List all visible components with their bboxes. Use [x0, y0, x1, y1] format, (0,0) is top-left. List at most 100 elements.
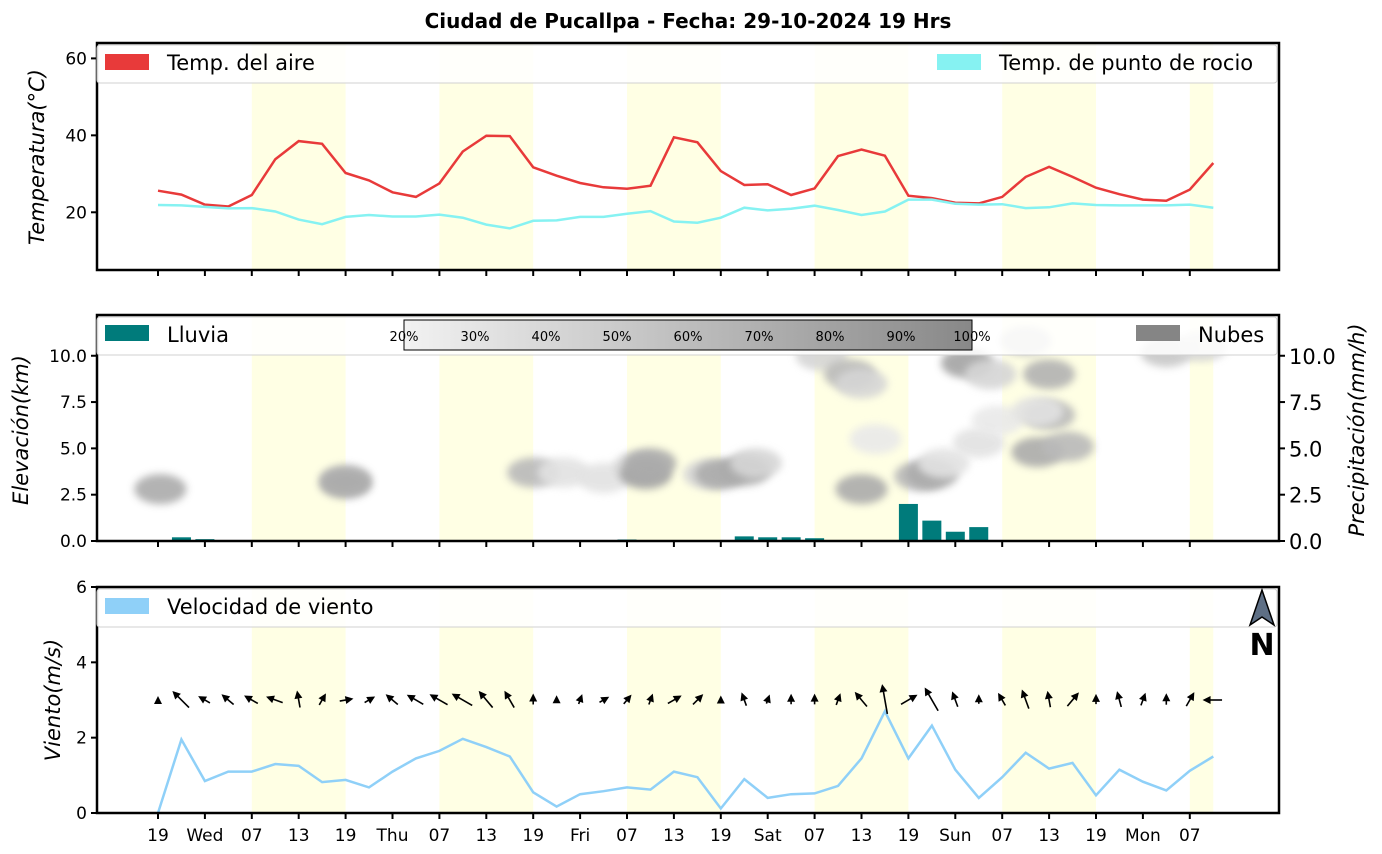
dew-point-legend-label: Temp. de punto de rocio [998, 51, 1253, 75]
rain-bar [898, 503, 918, 541]
x-tick-label: 13 [663, 826, 685, 846]
x-tick-label: 13 [851, 826, 873, 846]
y-tick-label: 2.5 [60, 486, 87, 506]
wind-arrow [998, 692, 1007, 706]
x-tick-label: 07 [241, 826, 263, 846]
colorbar-label: 50% [603, 330, 632, 345]
wind-arrow [429, 694, 448, 706]
x-tick-label: 13 [1038, 826, 1060, 846]
y-tick-label-right: 10.0 [1289, 345, 1336, 369]
wind-arrow [406, 694, 424, 705]
y-tick-label: 40 [65, 126, 87, 146]
precipitation-y-axis-label: Precipitación(mm/h) [1345, 323, 1369, 536]
x-tick-label: Wed [186, 826, 223, 846]
y-tick-label: 5.0 [60, 439, 87, 459]
x-tick-label: Sun [939, 826, 971, 846]
colorbar-label: 100% [953, 330, 990, 345]
y-tick-label: 10.0 [49, 347, 87, 367]
wind-legend: Velocidad de viento [96, 588, 1278, 628]
x-tick-label: 13 [475, 826, 497, 846]
wind-arrow [552, 695, 561, 704]
axes-frame [95, 41, 1281, 272]
wind-arrow [266, 695, 283, 704]
cloud-cell [624, 448, 677, 479]
wind-arrow [385, 694, 399, 706]
x-tick-label: 19 [147, 826, 169, 846]
axes-frame [95, 313, 1281, 543]
colorbar-label: 60% [674, 330, 703, 345]
wind-arrow [364, 696, 376, 704]
precipitation-axes: 0.0 0.0 2.5 2.5 5.0 5.0 7.5 7.5 10.0 10.0 [49, 313, 1336, 554]
wind-arrow [951, 691, 959, 708]
wind-arrow [833, 693, 842, 706]
wind-arrow [1092, 693, 1100, 705]
y-tick-label-right: 5.0 [1289, 437, 1322, 461]
y-tick-label: 4 [76, 653, 87, 673]
wind-arrow [667, 695, 682, 705]
daytime-band [1189, 315, 1214, 541]
x-tick-label: 19 [335, 826, 357, 846]
x-tick-label: 07 [991, 826, 1013, 846]
cloud-cell [134, 474, 187, 505]
y-tick-label-right: 2.5 [1289, 484, 1322, 508]
axes-frame [95, 585, 1281, 815]
colorbar-label: 90% [887, 330, 916, 345]
wind-arrow [692, 694, 704, 706]
x-tick-label: 19 [710, 826, 732, 846]
cloud-cell [537, 457, 590, 488]
rain-bar [969, 527, 989, 541]
cloud-cell [1023, 359, 1076, 390]
wind-arrow [575, 694, 584, 705]
air-temp-legend-swatch [105, 54, 149, 70]
cloud-cell [971, 405, 1024, 436]
wind-arrow [1202, 696, 1223, 704]
north-arrow-icon [1248, 587, 1276, 627]
colorbar-label: 20% [390, 330, 419, 345]
x-tick-label: 19 [898, 826, 920, 846]
wind-arrow [1139, 692, 1147, 706]
temperature-legend: Temp. del aire Temp. de punto de rocio [96, 44, 1278, 84]
wind-arrow [1044, 690, 1053, 708]
wind-arrow [198, 696, 211, 704]
wind-arrow [318, 693, 326, 706]
cloud-cell [835, 368, 888, 399]
wind-arrow [900, 694, 918, 705]
rain-bar [758, 537, 778, 541]
cloud-colorbar: 20% 30% 40% 50% 60% 70% 80% 90% 100% [390, 319, 991, 351]
y-tick-label: 7.5 [60, 393, 87, 413]
wind-arrow [787, 693, 796, 705]
wind-arrow [451, 693, 473, 707]
wind-arrow [623, 694, 632, 705]
y-tick-label: 0.0 [60, 532, 87, 552]
y-tick-label: 20 [65, 203, 87, 223]
x-tick-label: Mon [1125, 826, 1161, 846]
x-tick-label: 19 [1085, 826, 1107, 846]
y-tick-label-right: 0.0 [1289, 530, 1322, 554]
wind-speed-line [156, 708, 1214, 814]
cloud-cell [319, 468, 372, 499]
dew-point-legend-swatch [937, 54, 981, 70]
cloud-cell [835, 474, 888, 505]
x-tick-label: Sat [754, 826, 782, 846]
cloud-cell [917, 448, 970, 479]
rain-bar [781, 537, 801, 541]
x-tick-label: 07 [804, 826, 826, 846]
dew-point-line [157, 198, 1214, 230]
wind-arrow [854, 691, 868, 708]
cloud-cell [952, 427, 1005, 458]
wind-arrow [599, 696, 610, 705]
rain-bar [922, 520, 942, 541]
wind-arrow [763, 694, 771, 704]
daytime-band [1189, 43, 1214, 270]
wind-arrow [924, 687, 939, 712]
y-tick-label: 60 [65, 49, 87, 69]
wind-arrow [172, 690, 190, 709]
wind-arrow [740, 692, 749, 706]
rain-bar [734, 536, 754, 541]
wind-arrow [339, 696, 354, 704]
clouds-legend-label: Nubes [1198, 323, 1264, 347]
colorbar-label: 40% [532, 330, 561, 345]
cloud-cell [964, 359, 1017, 390]
wind-y-axis-label: Viento(m/s) [41, 639, 65, 761]
wind-arrow [1115, 691, 1123, 708]
